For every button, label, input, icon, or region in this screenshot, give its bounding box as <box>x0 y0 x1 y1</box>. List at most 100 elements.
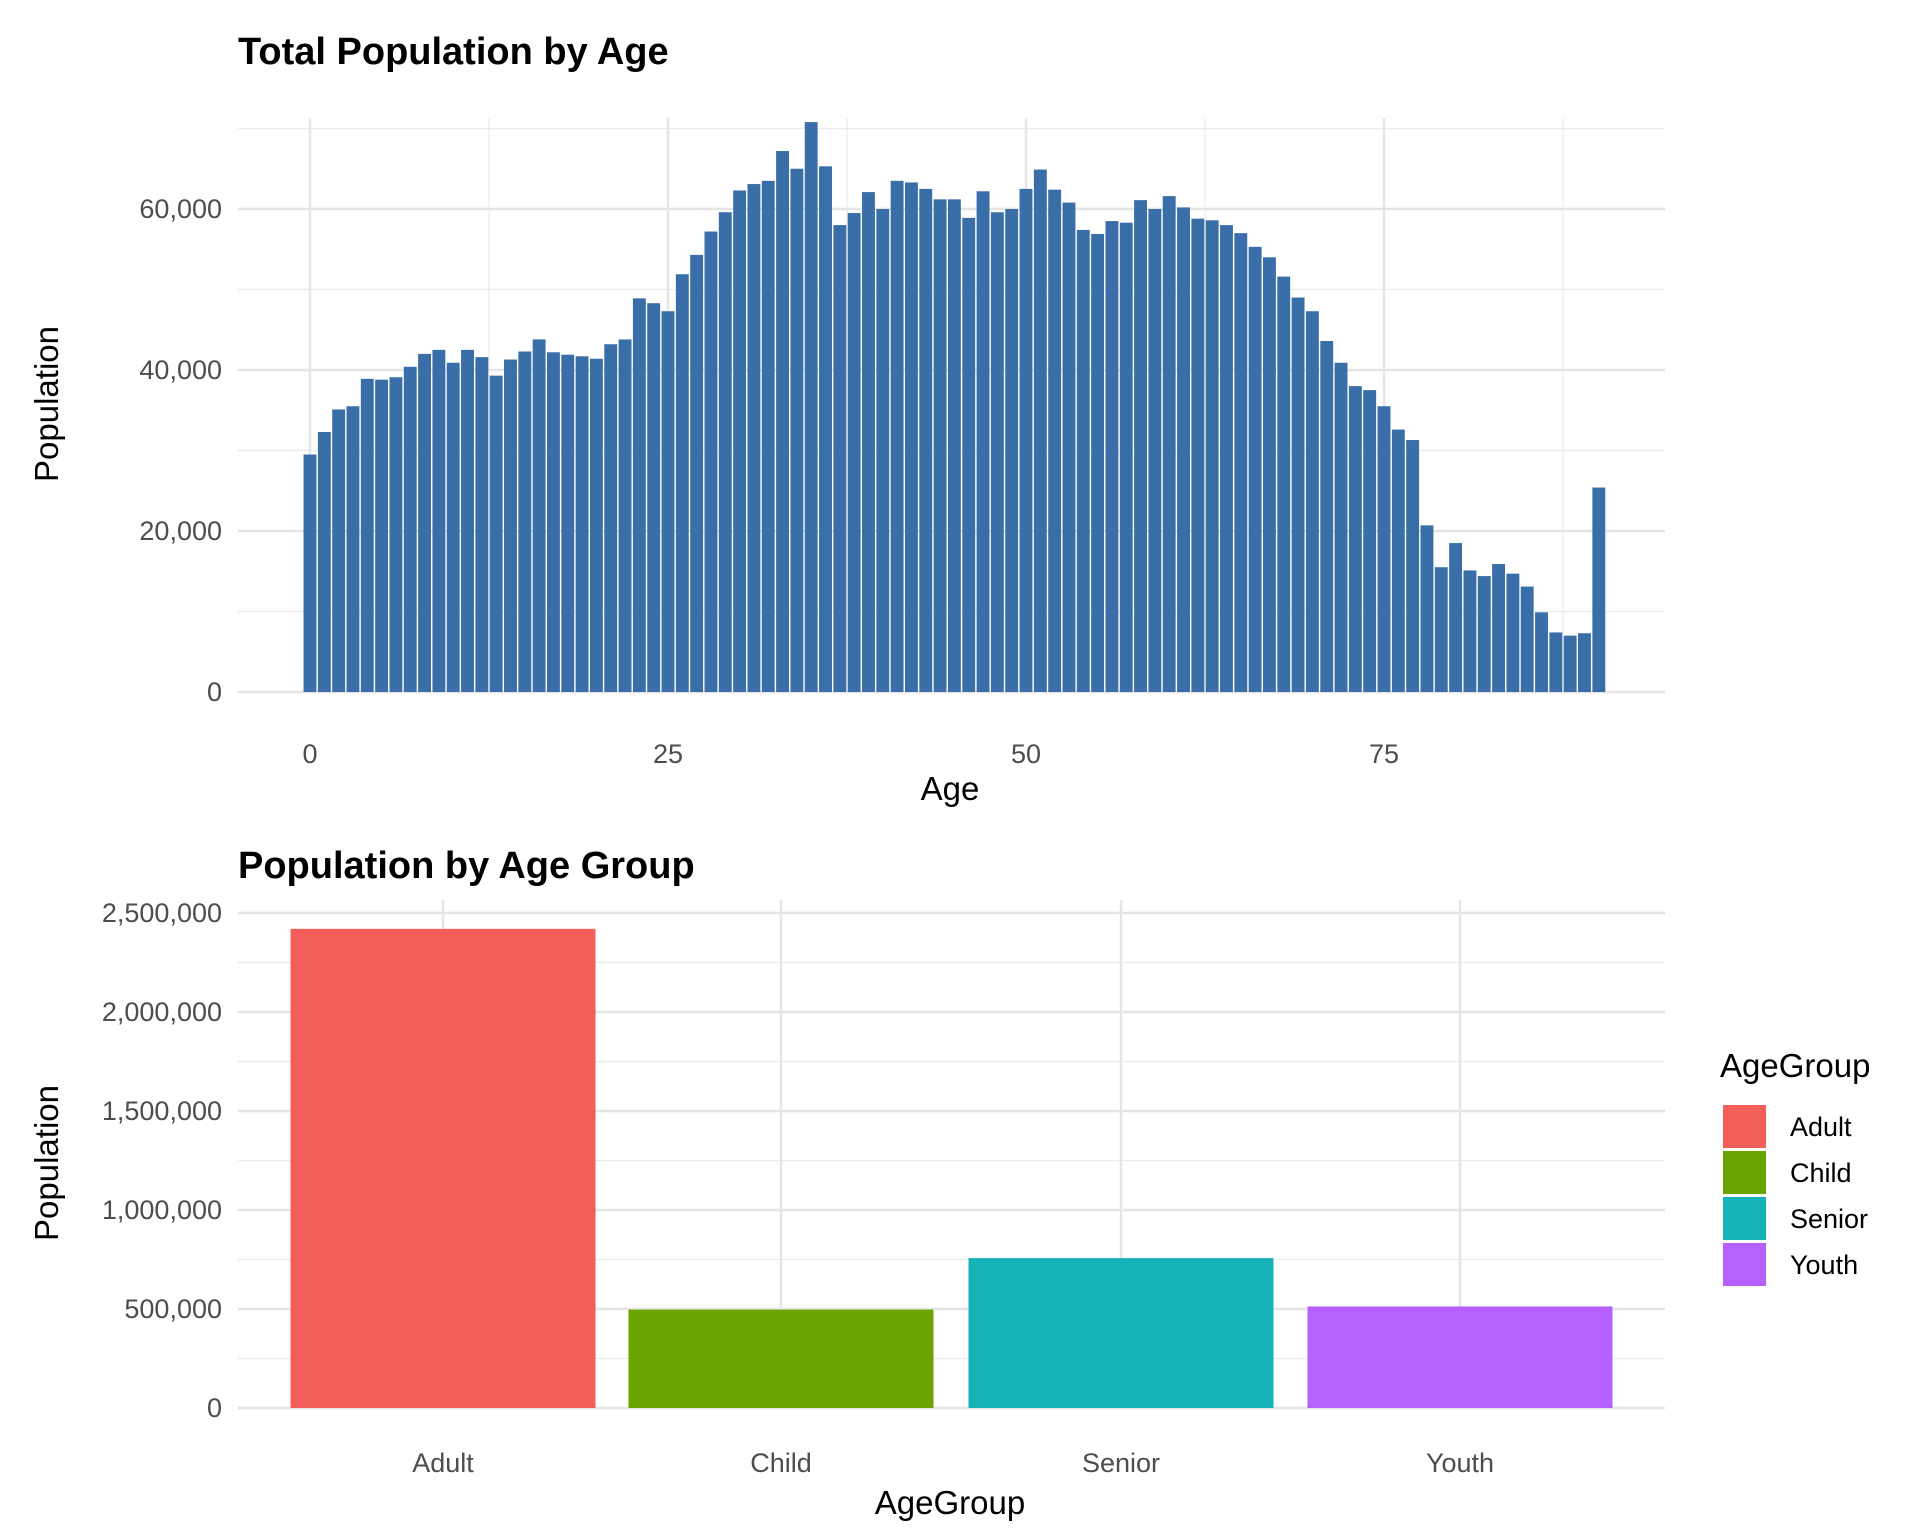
age-bar <box>418 353 432 692</box>
age-bar <box>1262 257 1276 692</box>
age-bar <box>790 168 804 692</box>
age-group-chart-y-tick-label: 0 <box>207 1393 222 1423</box>
age-bar <box>360 378 374 692</box>
age-bar <box>1277 276 1291 692</box>
age-bar <box>819 166 832 692</box>
age-bar <box>1592 487 1606 692</box>
age-group-bar-child <box>628 1309 934 1408</box>
age-bar <box>1305 311 1319 692</box>
age-group-bar-adult <box>290 928 596 1408</box>
age-bar <box>847 213 861 692</box>
age-bar <box>1005 209 1019 692</box>
age-bar <box>403 366 417 692</box>
age-bar <box>761 180 775 692</box>
age-bar <box>1191 218 1205 692</box>
age-bar <box>317 431 331 692</box>
age-bar <box>733 190 747 693</box>
age-group-bar-senior <box>968 1258 1274 1408</box>
age-bar <box>1506 573 1520 692</box>
age-bar <box>604 344 618 692</box>
age-bar <box>876 209 890 692</box>
age-group-chart-y-tick-label: 1,000,000 <box>102 1195 222 1225</box>
age-bar <box>375 379 389 692</box>
age-bar <box>389 377 403 692</box>
age-bar <box>1363 390 1377 692</box>
age-bar <box>1177 207 1190 692</box>
age-bar <box>1578 633 1591 692</box>
age-group-chart-x-tick-labels: Adult Child Senior Youth <box>412 1448 1494 1478</box>
legend-key-child <box>1723 1151 1766 1194</box>
age-chart-x-tick-label: 0 <box>302 739 317 769</box>
age-bar <box>1234 233 1248 692</box>
age-bar <box>561 354 575 692</box>
age-group-chart-x-tick-label: Child <box>750 1448 812 1478</box>
age-bar <box>632 298 646 692</box>
age-bar <box>332 409 346 692</box>
age-group-bar-youth <box>1307 1306 1613 1408</box>
age-bar <box>1449 543 1463 692</box>
age-group-chart-x-tick-label: Senior <box>1082 1448 1160 1478</box>
age-bar <box>461 349 474 692</box>
age-bar <box>1406 440 1420 692</box>
age-bar <box>1248 246 1262 692</box>
age-bar <box>1134 200 1148 692</box>
age-chart-y-tick-labels: 0 20,000 40,000 60,000 <box>139 194 222 707</box>
age-bar <box>518 351 532 692</box>
legend-key-youth <box>1723 1243 1766 1286</box>
age-bar <box>1119 222 1133 692</box>
age-group-chart-y-tick-label: 500,000 <box>124 1294 222 1324</box>
age-group-legend: AgeGroup Adult Child Senior Youth <box>1720 1047 1870 1286</box>
age-bar <box>1320 341 1334 692</box>
age-group-chart: Population by Age Group 0 500,000 1,000,00… <box>28 845 1870 1521</box>
age-bar <box>890 180 904 692</box>
age-bar <box>1535 612 1548 692</box>
age-chart-y-tick-label: 60,000 <box>139 194 222 224</box>
age-bar <box>303 454 317 692</box>
age-bar <box>1019 188 1033 692</box>
age-chart-title: Total Population by Age <box>238 31 669 73</box>
age-bar <box>432 349 446 692</box>
age-bar <box>1477 576 1491 692</box>
age-bar <box>933 199 947 692</box>
age-group-chart-title: Population by Age Group <box>238 845 695 887</box>
age-bar <box>532 339 546 692</box>
age-bar <box>1520 586 1534 692</box>
age-group-chart-y-tick-labels: 0 500,000 1,000,000 1,500,000 2,000,000 2,500… <box>102 898 222 1423</box>
age-bar <box>1291 297 1305 692</box>
age-chart-x-tick-label: 75 <box>1369 739 1399 769</box>
age-chart-x-tick-label: 50 <box>1011 739 1041 769</box>
legend-items: Adult Child Senior Youth <box>1723 1105 1868 1286</box>
age-bar <box>919 188 933 692</box>
age-bar <box>661 311 675 692</box>
age-bar <box>1033 169 1047 692</box>
age-histogram-chart: Total Population by Age 0 20,000 40,000 60,… <box>28 31 1665 807</box>
age-bar <box>346 406 360 692</box>
age-bar <box>1048 189 1062 692</box>
age-bar <box>1348 386 1362 692</box>
age-bar <box>904 182 918 692</box>
age-bar <box>833 225 847 692</box>
age-bar <box>1105 221 1119 692</box>
age-group-chart-bars <box>290 928 1613 1408</box>
legend-label-youth: Youth <box>1790 1250 1858 1280</box>
legend-label-child: Child <box>1790 1158 1852 1188</box>
age-bar <box>776 151 790 693</box>
age-bar <box>990 212 1004 692</box>
age-bar <box>1062 202 1076 692</box>
age-group-chart-y-axis-title: Population <box>28 1085 65 1241</box>
age-bar <box>1563 635 1577 692</box>
age-bar <box>589 358 603 692</box>
age-bar <box>704 231 718 693</box>
age-bar <box>1162 196 1176 692</box>
age-bar <box>1220 225 1233 692</box>
age-bar <box>618 339 632 692</box>
age-chart-x-tick-label: 25 <box>653 739 683 769</box>
legend-key-adult <box>1723 1105 1766 1148</box>
age-chart-y-tick-label: 40,000 <box>139 355 222 385</box>
age-bar <box>718 212 732 692</box>
age-bar <box>475 357 489 692</box>
age-group-chart-y-tick-label: 2,500,000 <box>102 898 222 928</box>
age-bar <box>690 254 704 692</box>
age-bar <box>489 375 503 692</box>
